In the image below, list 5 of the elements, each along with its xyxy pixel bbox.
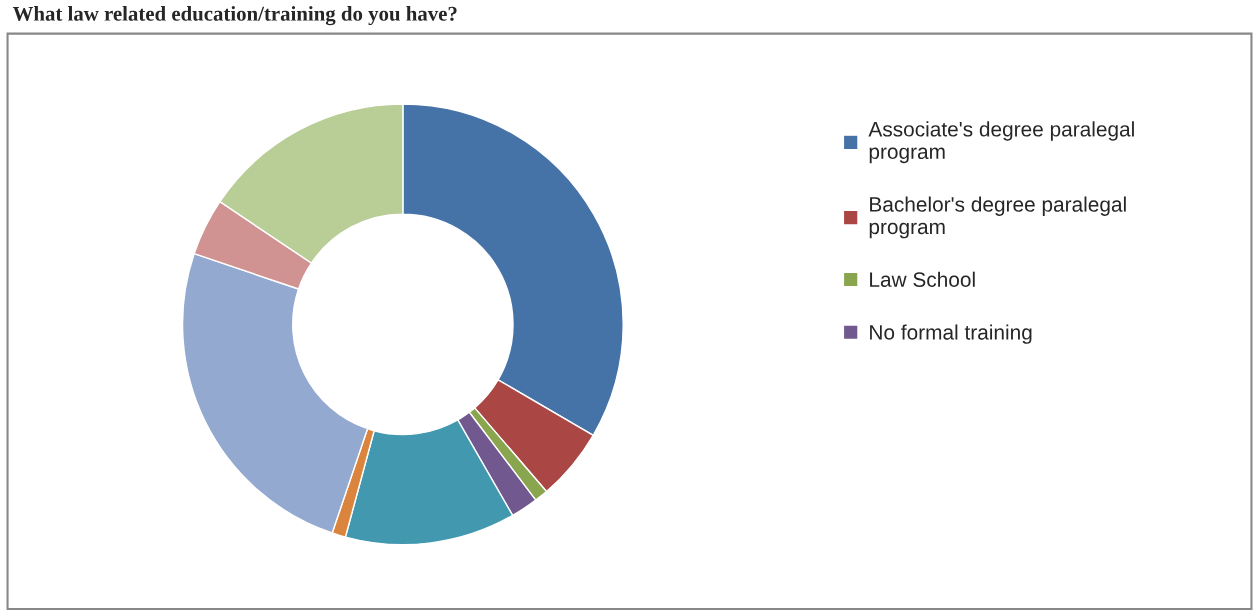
chart-title: What law related education/training do you have? [12,6,457,26]
legend-label: No formal training [870,324,1032,344]
legend-label: Associate's degree paralegal program [868,121,1134,164]
legend-label: Bachelor's degree paralegal program [869,196,1126,239]
legend-label: Law School [870,271,975,287]
